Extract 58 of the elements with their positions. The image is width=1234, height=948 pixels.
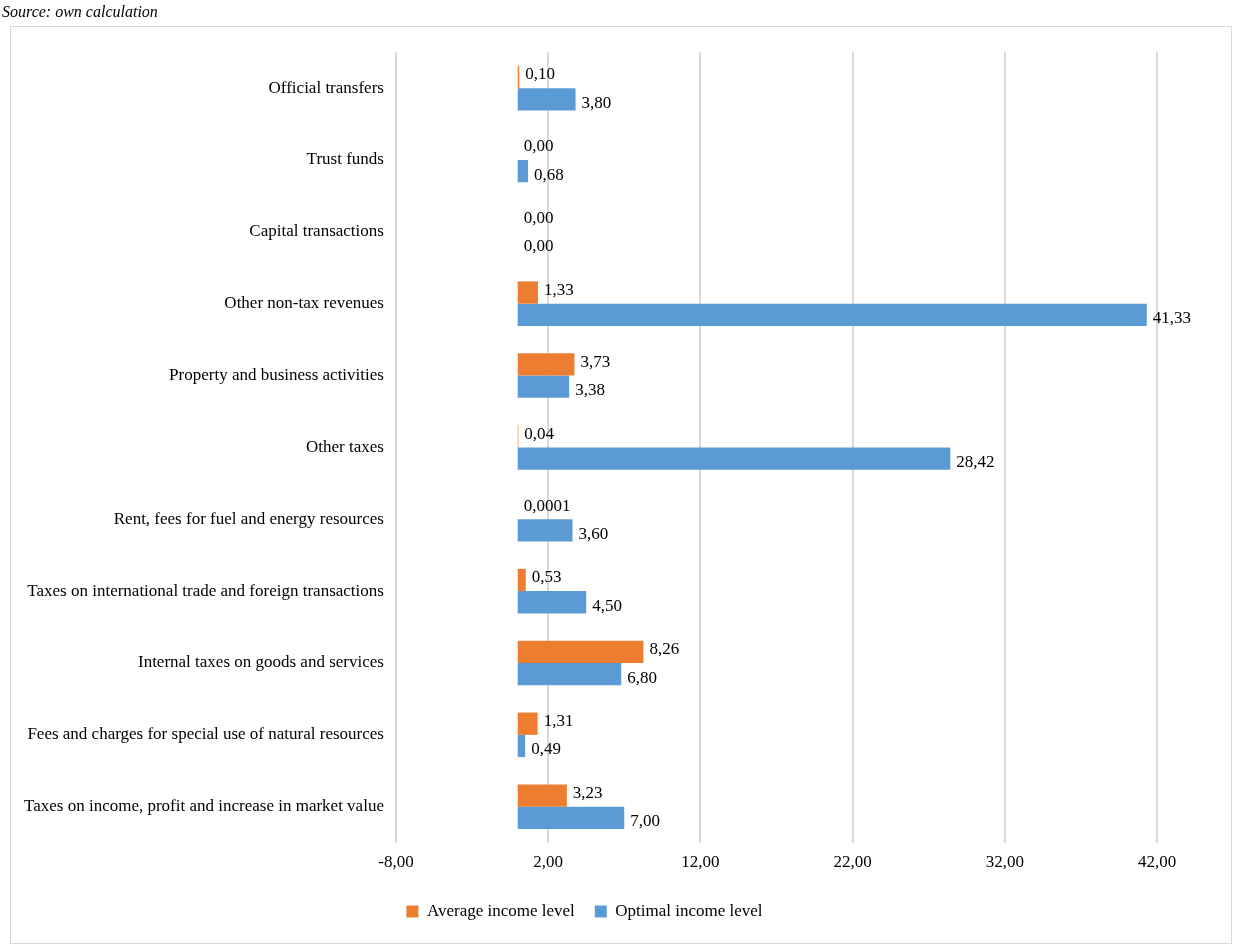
y-tick-label: Rent, fees for fuel and energy resources [113,508,384,528]
x-tick-label: 42,00 [1137,852,1177,872]
data-label: 1,31 [543,711,574,731]
bar [517,281,538,304]
data-label: 41,33 [1152,308,1192,328]
y-tick-label: Property and business activities [169,365,384,385]
bar [517,88,576,111]
bar [517,353,575,376]
data-label: 3,80 [581,92,612,112]
data-label: 3,73 [580,351,611,371]
bar [517,734,526,758]
data-label: 0,00 [523,208,554,228]
data-label: 3,60 [578,523,609,543]
bar [517,591,587,614]
y-tick-label: Fees and charges for special use of natural resources [27,724,384,744]
y-tick-label: Official transfers [268,77,384,97]
legend-label: Average income level [426,900,576,920]
data-label: 0,00 [523,236,554,256]
bar [517,568,526,592]
bar [517,640,644,663]
bar [517,712,538,735]
data-label: 0,68 [534,164,564,184]
data-label: 0,10 [525,64,555,84]
data-label: 0,49 [531,739,561,759]
data-label: 0,04 [524,423,555,443]
x-tick-label: -8,00 [378,852,414,872]
data-label: 3,38 [575,380,605,400]
x-tick-label: 2,00 [533,852,564,872]
bar [517,303,1147,326]
data-label: 0,00 [523,136,554,156]
bar [517,662,622,686]
bar [517,447,951,470]
y-tick-label: Taxes on income, profit and increase in market value [24,796,384,816]
x-tick-label: 32,00 [985,852,1024,872]
data-label: 4,50 [592,595,622,615]
data-label: 6,80 [627,667,657,687]
data-label: 0,53 [531,567,562,587]
bar [517,159,529,183]
legend-label: Optimal income level [615,900,763,920]
bar [517,806,625,829]
data-label: 3,23 [572,783,603,802]
y-tick-label: Internal taxes on goods and services [137,652,384,672]
y-tick-label: Other non-tax revenues [224,293,384,313]
data-label: 0,0001 [523,495,571,515]
y-tick-label: Other taxes [306,436,384,456]
data-label: 28,42 [956,452,995,472]
y-tick-label: Capital transactions [249,221,384,241]
y-tick-label: Trust funds [306,149,384,169]
data-label: 7,00 [630,811,660,831]
x-tick-label: 12,00 [681,852,720,872]
data-label: 1,33 [543,280,574,300]
x-tick-label: 22,00 [833,852,872,872]
source-note: Source: own calculation [2,2,158,22]
bar [517,375,570,398]
bar [517,519,573,542]
y-tick-label: Taxes on international trade and foreign transactions [27,580,384,600]
data-label: 8,26 [649,639,680,659]
bar [517,784,567,807]
